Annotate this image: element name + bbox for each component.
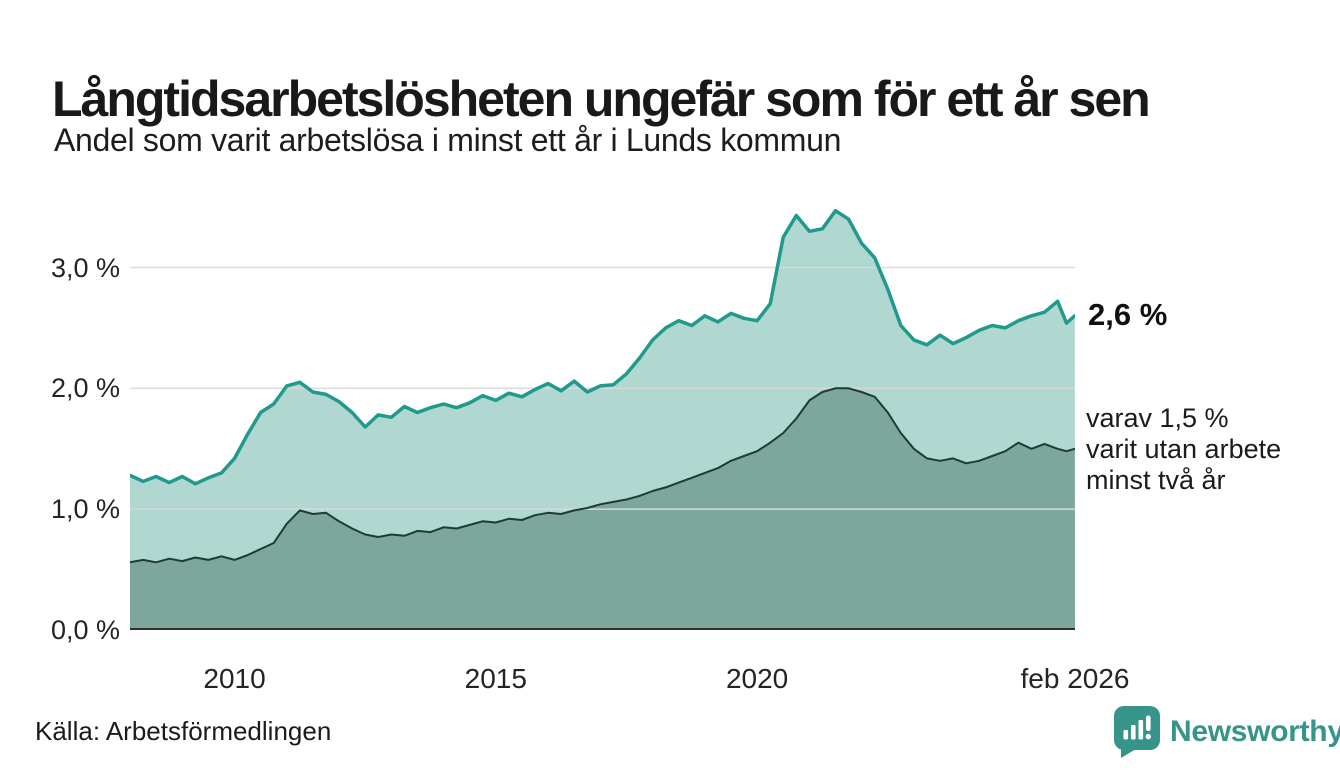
two-years-line xyxy=(130,387,1075,564)
source-note: Källa: Arbetsförmedlingen xyxy=(35,716,332,746)
x-axis-label: 2010 xyxy=(203,663,266,694)
newsworthy-logo-text: Newsworthy xyxy=(1170,715,1340,748)
x-axis-label: feb 2026 xyxy=(1020,663,1130,694)
y-axis-label: 0,0 % xyxy=(50,615,120,645)
y-axis-label: 2,0 % xyxy=(50,373,120,404)
newsworthy-logo: Newsworthy xyxy=(1113,705,1340,759)
latest-value-annotation: 2,6 % xyxy=(1088,297,1168,332)
x-axis-label: 2020 xyxy=(725,663,789,694)
newsworthy-logo-icon xyxy=(1114,706,1160,758)
one-year-line xyxy=(130,208,1075,486)
y-axis-label: 3,0 % xyxy=(50,252,120,283)
plot-area xyxy=(130,208,1075,630)
chart-title: Långtidsarbetslösheten ungefär som för e… xyxy=(52,70,1151,127)
two-year-annotation: varav 1,5 % varit utan arbete minst två … xyxy=(1086,403,1282,495)
x-axis-label: 2015 xyxy=(464,663,527,694)
y-axis-label: 1,0 % xyxy=(50,494,120,525)
chart-subtitle: Andel som varit arbetslösa i minst ett å… xyxy=(54,122,842,158)
